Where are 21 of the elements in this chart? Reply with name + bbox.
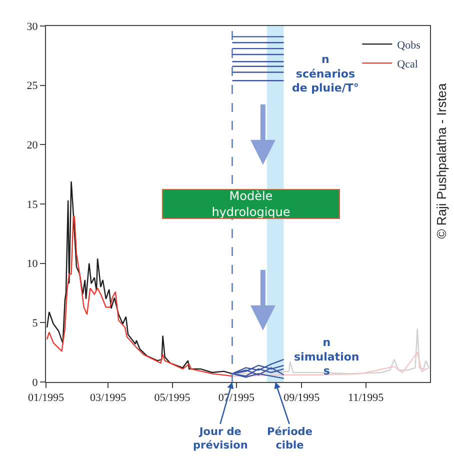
annotation: n scénarios de pluie/T° (292, 53, 359, 95)
legend-label: Qcal (397, 58, 418, 70)
y-tick-label: 0 (32, 376, 38, 389)
y-tick-label: 15 (26, 198, 38, 211)
annotation: Jour de prévision (193, 426, 248, 452)
y-tick-label: 10 (26, 258, 38, 270)
x-tick-label: 01/1995 (28, 392, 65, 404)
x-tick-label: 05/1995 (154, 392, 191, 404)
y-tick-label: 25 (26, 80, 38, 92)
legend-label: Qobs (397, 39, 420, 52)
y-tick-label: 20 (26, 140, 38, 152)
y-tick-label: 30 (26, 20, 38, 33)
annotation: Modèle hydrologique (212, 189, 290, 219)
y-tick-label: 5 (32, 318, 38, 330)
picture-model-box: Modèle hydrologique (162, 189, 340, 219)
x-tick-label: 11/1995 (348, 392, 384, 404)
text: © Raji Pushpalatha - Irstea (434, 82, 450, 239)
x-tick-label: 09/1995 (284, 392, 320, 404)
annotation: Période cible (267, 426, 312, 452)
annotation: n simulation s (294, 336, 360, 378)
x-tick-label: 03/1995 (90, 392, 127, 404)
